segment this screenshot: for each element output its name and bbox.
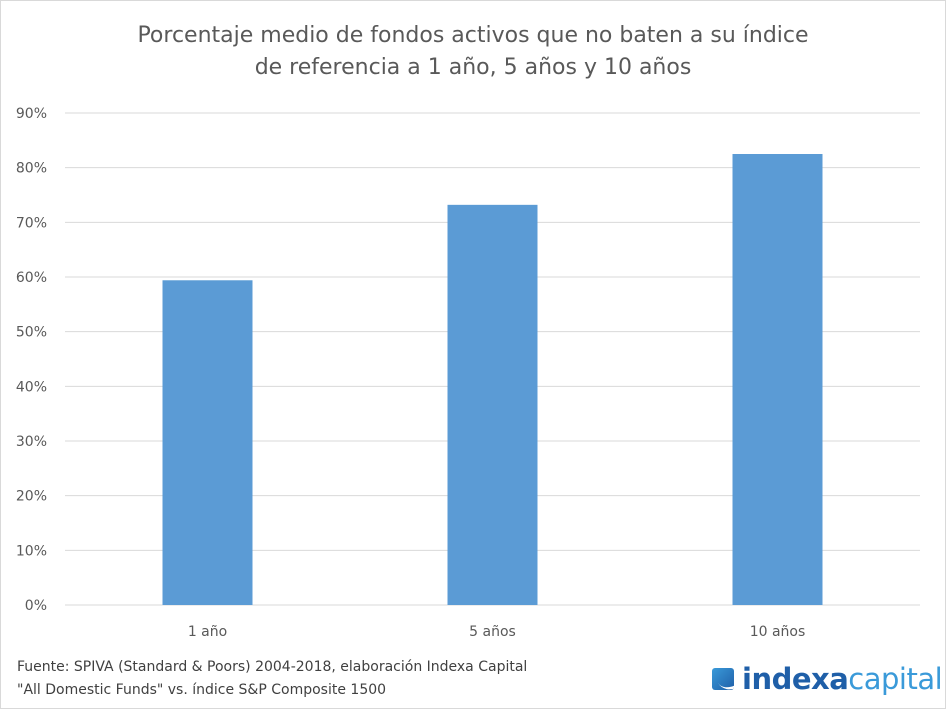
y-tick-label: 30% (16, 434, 47, 450)
bar (447, 204, 538, 605)
logo-mark-icon (712, 668, 734, 690)
bar (162, 280, 253, 605)
y-tick-label: 10% (16, 543, 47, 559)
logo-text-indexa: indexa (742, 662, 849, 696)
x-tick-label: 10 años (750, 624, 806, 640)
y-tick-label: 50% (16, 325, 47, 341)
y-tick-label: 0% (25, 598, 47, 614)
y-tick-label: 20% (16, 489, 47, 505)
title-line-1: Porcentaje medio de fondos activos que n… (137, 23, 809, 48)
x-tick-label: 5 años (469, 624, 516, 640)
source-line-2: "All Domestic Funds" vs. índice S&P Comp… (17, 682, 387, 698)
y-tick-label: 70% (16, 215, 47, 231)
logo-text-capital: capital (848, 662, 943, 696)
source-line-1: Fuente: SPIVA (Standard & Poors) 2004-20… (17, 659, 528, 675)
title-line-2: de referencia a 1 año, 5 años y 10 años (254, 55, 692, 80)
y-tick-label: 90% (16, 106, 47, 122)
y-tick-label: 60% (16, 270, 47, 286)
chart-title: Porcentaje medio de fondos activos que n… (0, 20, 946, 84)
bar (732, 154, 823, 605)
x-tick-label: 1 año (188, 624, 227, 640)
source-note: Fuente: SPIVA (Standard & Poors) 2004-20… (17, 656, 527, 702)
y-tick-label: 80% (16, 161, 47, 177)
indexa-capital-logo: indexa capital (712, 662, 943, 696)
y-tick-label: 40% (16, 379, 47, 395)
